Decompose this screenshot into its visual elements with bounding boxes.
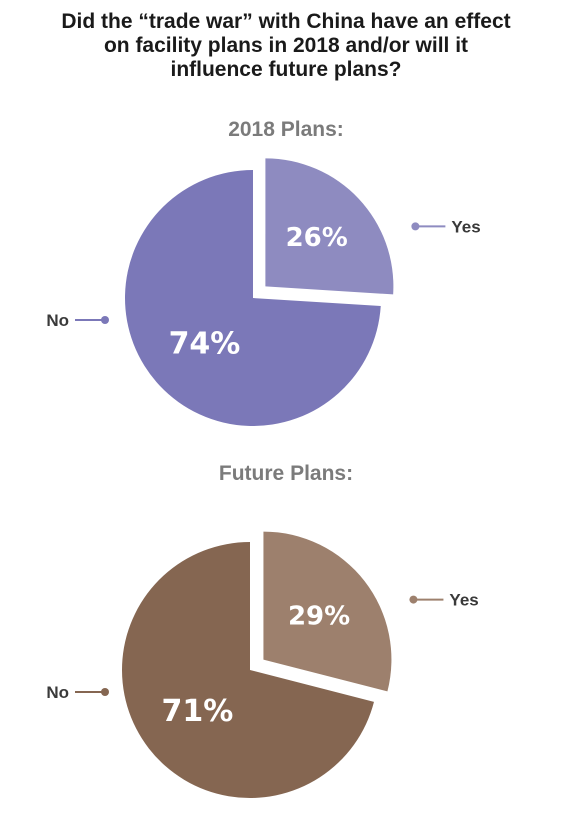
pie-slice-yes — [265, 158, 394, 295]
pie-slice-yes — [263, 531, 392, 692]
title-line-2: on facility plans in 2018 and/or will it — [103, 34, 469, 57]
pie-slice-no — [122, 542, 374, 798]
pie-percent-label-no: 71% — [162, 694, 234, 729]
callout-dot-no — [101, 316, 109, 324]
callout-label-yes: Yes — [451, 217, 480, 236]
pie-chart-2018-plans: 26% Yes 74% No — [46, 158, 481, 426]
title-line-1: Did the “trade war” with China have an e… — [61, 10, 511, 33]
pie-percent-label-no: 74% — [169, 327, 241, 362]
callout-dot-yes — [409, 595, 418, 604]
chart-title-future-plans: Future Plans: — [218, 462, 354, 485]
pie-percent-label-yes: 26% — [286, 223, 348, 253]
callout-dot-yes — [411, 222, 420, 231]
callout-label-no: No — [46, 683, 69, 702]
page-title: Did the “trade war” with China have an e… — [0, 10, 572, 82]
title-line-3: influence future plans? — [170, 58, 402, 81]
callout-label-no: No — [46, 311, 69, 330]
pie-percent-label-yes: 29% — [288, 601, 350, 631]
callout-label-yes: Yes — [449, 591, 478, 610]
pie-slice-no — [125, 170, 381, 426]
callout-dot-no — [101, 688, 109, 696]
pie-chart-future-plans: 29% Yes 71% No — [46, 531, 479, 798]
chart-title-2018-plans: 2018 Plans: — [228, 118, 344, 141]
